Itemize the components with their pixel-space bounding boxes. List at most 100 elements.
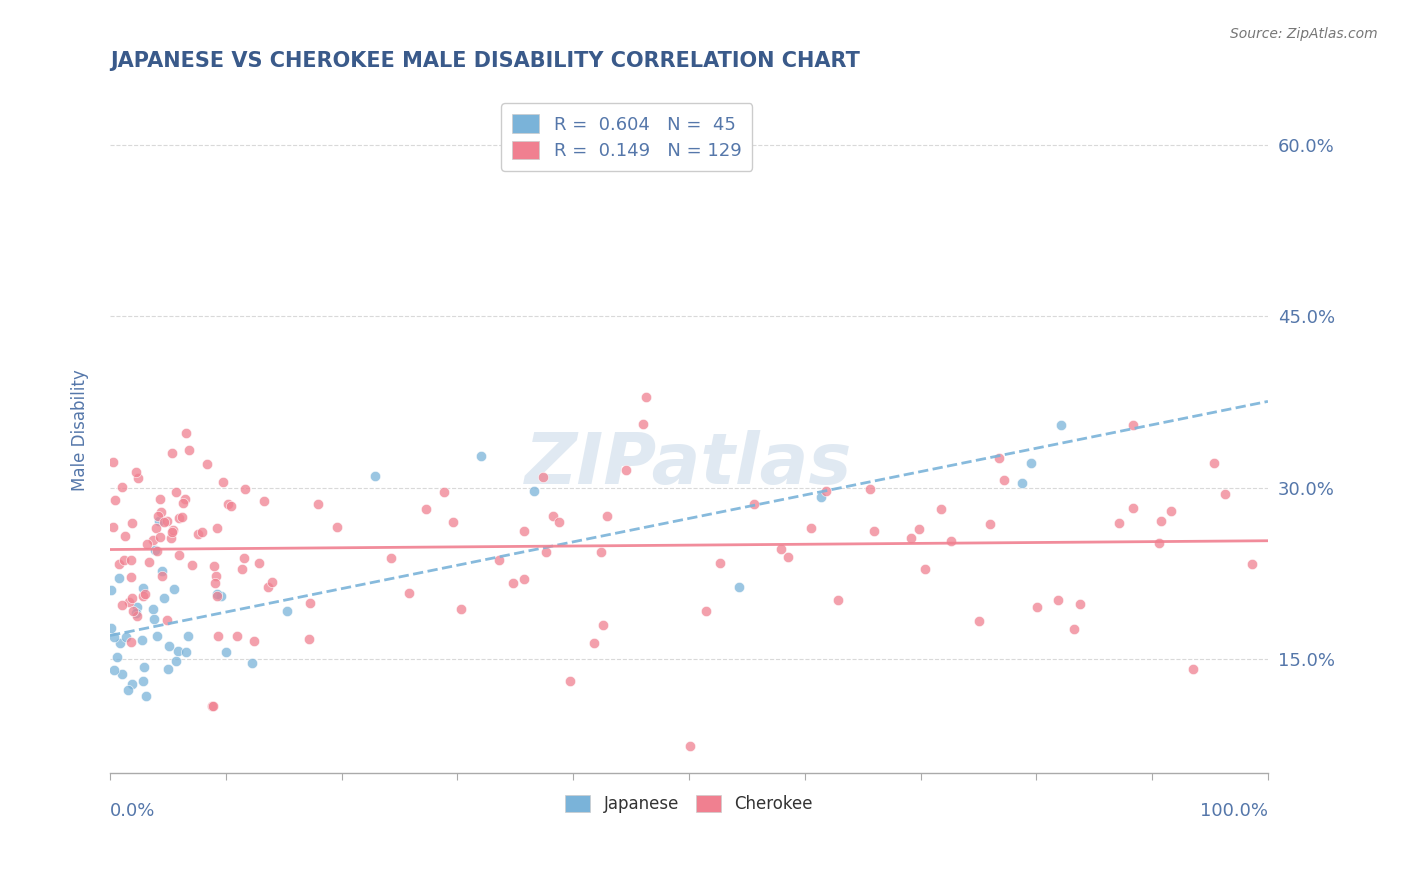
Point [162,525,184,540]
Point [1050,417,1073,432]
Point [548,515,571,529]
Point [174,426,197,441]
Point [232,550,254,565]
Point [111,598,134,612]
Point [180,558,202,573]
Point [127,471,149,485]
Point [195,457,218,471]
Point [152,515,174,529]
Point [152,591,174,605]
Point [298,596,321,610]
Point [121,676,143,690]
Point [1149,536,1171,550]
Point [226,629,249,643]
Point [596,509,619,524]
Text: Source: ZipAtlas.com: Source: ZipAtlas.com [1230,27,1378,41]
Point [1063,622,1085,636]
Point [967,614,990,628]
Point [433,485,456,500]
Point [138,555,160,569]
Point [167,644,190,658]
Point [163,582,186,596]
Point [173,491,195,506]
Point [1182,662,1205,676]
Point [174,645,197,659]
Text: 0.0%: 0.0% [110,802,156,820]
Point [249,556,271,570]
Point [380,551,402,566]
Point [107,557,129,571]
Point [156,613,179,627]
Point [531,470,554,484]
Point [132,581,155,595]
Point [262,574,284,589]
Point [727,580,749,594]
Point [558,673,581,688]
Point [441,515,464,529]
Point [177,443,200,458]
Point [326,520,349,534]
Point [100,583,122,598]
Point [240,657,263,671]
Point [117,683,139,698]
Point [1021,457,1043,471]
Point [398,586,420,600]
Point [695,604,717,618]
Point [243,634,266,648]
Point [205,587,228,601]
Point [253,494,276,508]
Point [534,544,557,558]
Point [827,592,849,607]
Point [149,504,172,518]
Point [191,525,214,540]
Point [215,645,238,659]
Point [221,500,243,514]
Point [488,552,510,566]
Point [204,575,226,590]
Point [742,497,765,511]
Point [145,629,167,643]
Point [100,621,122,635]
Point [143,543,166,558]
Point [941,533,963,548]
Point [111,667,134,681]
Point [1202,456,1225,470]
Point [103,630,125,644]
Point [276,604,298,618]
Point [512,524,534,538]
Point [112,553,135,567]
Point [908,522,931,536]
Point [235,482,257,496]
Point [143,612,166,626]
Y-axis label: Male Disability: Male Disability [72,369,89,491]
Point [125,600,148,615]
Point [111,480,134,494]
Point [513,572,536,586]
Point [364,469,387,483]
Point [591,545,613,559]
Point [120,634,142,648]
Point [125,606,148,620]
Point [709,557,731,571]
Point [165,654,187,668]
Point [900,531,922,545]
Point [931,501,953,516]
Point [202,559,225,574]
Point [1122,500,1144,515]
Point [201,698,224,713]
Point [582,636,605,650]
Point [307,497,329,511]
Point [502,576,524,591]
Point [150,569,173,583]
Point [1047,592,1070,607]
Point [205,590,228,604]
Point [156,515,179,529]
Point [114,528,136,542]
Point [135,690,157,704]
Point [146,544,169,558]
Point [157,662,180,676]
Point [1026,599,1049,614]
Point [778,550,800,565]
Point [800,520,823,534]
Point [914,562,936,576]
